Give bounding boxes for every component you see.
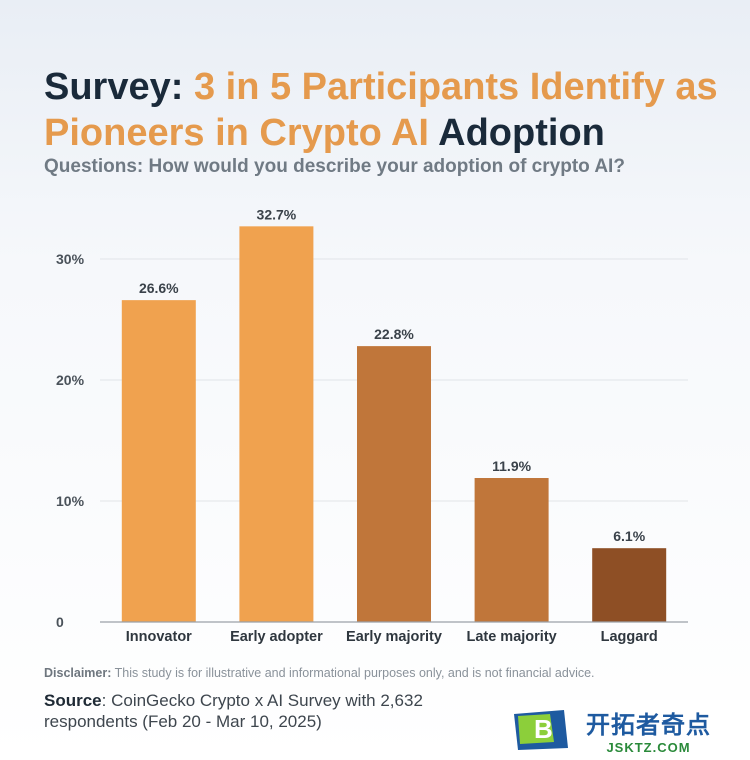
- source-label: Source: [44, 691, 102, 710]
- source-text: : CoinGecko Crypto x AI Survey with 2,63…: [44, 691, 423, 731]
- x-tick-label: Late majority: [466, 629, 556, 645]
- y-tick-label: 10%: [56, 493, 85, 509]
- watermark-text: 开拓者奇点: [586, 712, 711, 739]
- x-tick-label: Innovator: [126, 629, 192, 645]
- bar: [474, 478, 549, 622]
- source-note: Source: CoinGecko Crypto x AI Survey wit…: [44, 690, 494, 732]
- chart-subtitle: Questions: How would you describe your a…: [44, 156, 625, 177]
- title-part-1: Survey:: [44, 66, 194, 108]
- title-part-3: Adoption: [429, 112, 605, 154]
- bar-value-label: 22.8%: [374, 326, 414, 342]
- bar-chart: 0 10% 20% 30% 26.6% Innovator 32.7% Early adopt…: [56, 206, 688, 645]
- y-tick-label: 0: [56, 614, 64, 630]
- bar: [592, 548, 667, 622]
- title-part-accent: 3 in 5 Participants Identify as Pioneers…: [44, 66, 718, 154]
- disclaimer: Disclaimer: This study is for illustrati…: [44, 666, 595, 680]
- bar-value-label: 26.6%: [139, 280, 179, 296]
- y-tick-label: 20%: [56, 372, 85, 388]
- x-tick-label: Laggard: [601, 629, 658, 645]
- bar: [121, 300, 196, 622]
- chart-title: Survey: 3 in 5 Participants Identify as …: [44, 64, 724, 156]
- svg-text:B: B: [534, 714, 553, 744]
- disclaimer-text: This study is for illustrative and infor…: [111, 666, 595, 680]
- watermark-url: JSKTZ.COM: [606, 740, 691, 755]
- x-tick-label: Early adopter: [230, 629, 323, 645]
- bar-value-label: 6.1%: [613, 528, 645, 544]
- disclaimer-label: Disclaimer:: [44, 666, 112, 680]
- bar-value-label: 11.9%: [492, 458, 531, 474]
- y-tick-label: 30%: [56, 251, 85, 267]
- bar: [357, 346, 431, 622]
- watermark: B 开拓者奇点 JSKTZ.COM: [500, 700, 750, 760]
- x-tick-label: Early majority: [346, 629, 442, 645]
- bar: [239, 226, 314, 622]
- watermark-logo-icon: B: [510, 708, 572, 752]
- bar-value-label: 32.7%: [257, 206, 297, 222]
